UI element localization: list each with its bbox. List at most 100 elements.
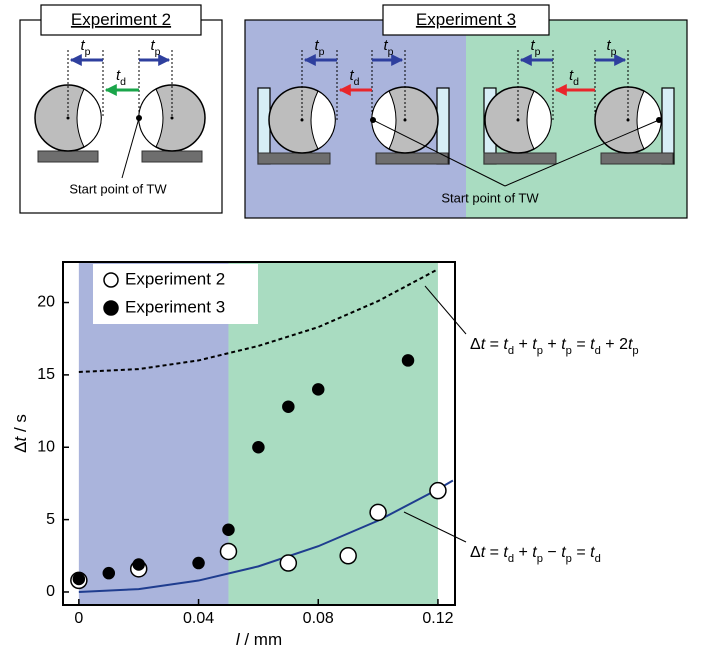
text-part: p [155, 46, 161, 58]
wave-front [138, 88, 164, 148]
text-part: p [388, 46, 394, 58]
legend-marker [103, 272, 119, 288]
text-part: t [569, 67, 574, 84]
point [219, 542, 238, 561]
text-part: t [503, 544, 508, 561]
text-part: t [481, 336, 486, 353]
text-part: t [150, 37, 155, 54]
point [429, 481, 447, 500]
point [339, 547, 357, 565]
td-label: td [116, 67, 126, 88]
text-part: = [485, 544, 503, 561]
y-tick-label: 0 [46, 583, 55, 600]
text-part: d [120, 76, 126, 88]
text-part: d [595, 553, 601, 565]
pointer [372, 119, 506, 187]
text-part: = [572, 336, 590, 353]
text-part: p [611, 46, 617, 58]
wave-front [636, 90, 662, 150]
text-part: Δ [470, 544, 481, 561]
x-axis-label: l / mm [236, 630, 282, 649]
title-box [382, 4, 550, 36]
text-part: t [590, 336, 595, 353]
text-part: d [508, 553, 514, 565]
stand [375, 152, 449, 165]
text-part: d [508, 345, 514, 357]
wave-front [76, 88, 102, 148]
point [369, 503, 387, 522]
legend-label: Experiment 2 [125, 269, 225, 288]
wave-front [371, 90, 397, 150]
y-tick-label: 15 [37, 366, 55, 383]
td-label: td [349, 67, 359, 88]
text-part: d [354, 76, 360, 88]
text-part: Experiment 3 [416, 10, 516, 29]
center-dot [66, 116, 70, 120]
x-tick-label: 0.08 [303, 610, 334, 627]
legend-marker [103, 300, 119, 316]
text-part: t [349, 67, 354, 84]
text-part: Δ [11, 442, 30, 453]
start-label: Start point of TW [69, 181, 167, 196]
text-part: Δ [470, 336, 481, 353]
x-tick-label: 0 [74, 610, 83, 627]
text-part: t [561, 336, 566, 353]
text-part: − [543, 544, 561, 561]
text-part: d [573, 76, 579, 88]
text-part: / s [11, 414, 30, 437]
text-part: t [606, 37, 611, 54]
y-tick-label: 5 [46, 511, 55, 528]
diagram-title: Experiment 3 [416, 10, 516, 29]
text-part: t [314, 37, 319, 54]
title-box [40, 4, 202, 36]
point [222, 523, 235, 536]
text-part: p [537, 553, 543, 565]
pointer [504, 119, 660, 187]
text-part: t [116, 67, 121, 84]
text-part: = [572, 544, 590, 561]
tp-label: tp [150, 37, 160, 58]
x-tick-label: 0.04 [183, 610, 214, 627]
tp-label: tp [314, 37, 324, 58]
text-part: + [514, 544, 532, 561]
text-part: p [566, 345, 572, 357]
annotation: Δt = td + tp + tp = td + 2tp [470, 336, 639, 357]
stand [37, 150, 99, 163]
start-label: Start point of TW [441, 190, 539, 205]
pointer [121, 117, 140, 179]
stand [600, 152, 674, 165]
tp-label: tp [530, 37, 540, 58]
point [72, 572, 86, 586]
plot-area [70, 268, 454, 593]
text-part: / mm [240, 630, 283, 649]
point [192, 556, 205, 570]
text-part: t [590, 544, 595, 561]
text-part: t [628, 336, 633, 353]
y-axis-label: Δt / s [11, 414, 30, 453]
wave-front [526, 90, 552, 150]
text-part: Experiment 2 [71, 10, 171, 29]
text-part: t [383, 37, 388, 54]
text-part: p [535, 46, 541, 58]
text-part: + 2 [601, 336, 628, 353]
text-part: t [503, 336, 508, 353]
text-part: + [543, 336, 561, 353]
legend-box [93, 264, 258, 324]
tp-label: tp [383, 37, 393, 58]
text-part: p [566, 553, 572, 565]
pointer [403, 511, 467, 543]
text-part: t [561, 544, 566, 561]
tp-label: tp [606, 37, 616, 58]
text-part: t [80, 37, 85, 54]
text-part: l [236, 630, 241, 649]
y-tick-label: 10 [37, 438, 55, 455]
td-label: td [569, 67, 579, 88]
text-part: t [532, 544, 537, 561]
point [401, 354, 415, 367]
x-tick-label: 0.12 [422, 610, 453, 627]
annotation: Δt = td + tp − tp = td [470, 544, 601, 565]
diagram-title: Experiment 2 [71, 10, 171, 29]
point [252, 440, 265, 454]
text-part: t [481, 544, 486, 561]
